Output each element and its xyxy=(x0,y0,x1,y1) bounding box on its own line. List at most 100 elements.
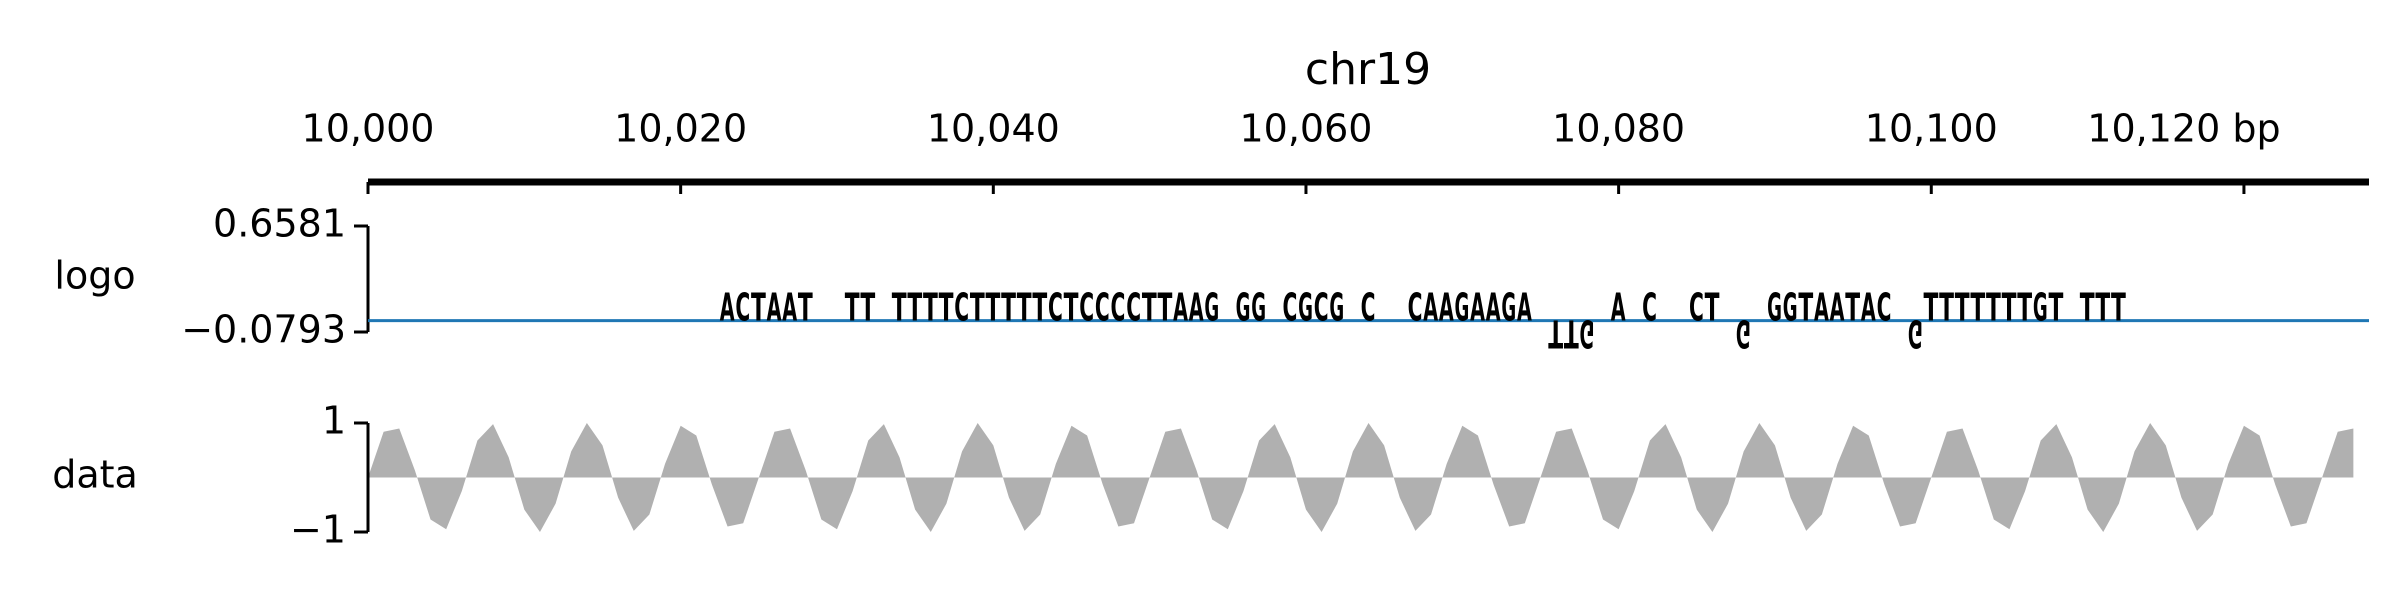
logo-letter: A xyxy=(1611,286,1626,330)
logo-letter-group: A xyxy=(1173,286,1188,330)
logo-letter-group: C xyxy=(1361,286,1376,330)
logo-letter-group: G xyxy=(1736,312,1751,356)
logo-letter: G xyxy=(1783,286,1798,330)
logo-letter: G xyxy=(1767,286,1782,330)
x-tick-label: 10,080 xyxy=(1552,107,1685,151)
logo-letter: T xyxy=(798,286,813,330)
logo-letter: A xyxy=(1814,286,1829,330)
logo-letter: T xyxy=(1157,286,1172,330)
logo-letter: T xyxy=(1939,286,1954,330)
logo-letter: T xyxy=(1548,312,1563,356)
logo-letter: C xyxy=(1111,286,1126,330)
logo-letter-group: G xyxy=(1251,286,1266,330)
logo-letter-group: T xyxy=(1705,286,1720,330)
x-tick-label: 10,020 xyxy=(614,107,747,151)
logo-letter-group: A xyxy=(1486,286,1501,330)
logo-letter: C xyxy=(1048,286,1063,330)
logo-letter-group: A xyxy=(1611,286,1626,330)
logo-letter-group: T xyxy=(1564,312,1579,356)
logo-letter-group: T xyxy=(1142,286,1157,330)
logo-letter-group: A xyxy=(720,286,735,330)
logo-letter: T xyxy=(751,286,766,330)
logo-letter: C xyxy=(1283,286,1298,330)
logo-letter: T xyxy=(2049,286,2064,330)
logo-letter-group: C xyxy=(1079,286,1094,330)
logo-letter-group: T xyxy=(2002,286,2017,330)
x-tick-label: 10,000 xyxy=(302,107,435,151)
logo-letter: A xyxy=(1423,286,1438,330)
logo-letter: G xyxy=(1580,312,1595,356)
logo-letter: C xyxy=(1079,286,1094,330)
logo-letter: C xyxy=(1126,286,1141,330)
logo-letter-group: G xyxy=(1454,286,1469,330)
logo-letter-group: T xyxy=(1923,286,1938,330)
logo-letter-group: A xyxy=(1470,286,1485,330)
logo-letter-group: A xyxy=(1830,286,1845,330)
logo-letter-group: T xyxy=(2111,286,2126,330)
logo-letter-group: T xyxy=(1939,286,1954,330)
logo-letter: A xyxy=(1486,286,1501,330)
logo-letter: T xyxy=(2111,286,2126,330)
logo-letter-group: T xyxy=(939,286,954,330)
data-area xyxy=(368,423,2354,532)
logo-letter-group: A xyxy=(1439,286,1454,330)
logo-letter: T xyxy=(1017,286,1032,330)
logo-letter-group: T xyxy=(1986,286,2001,330)
logo-letter: T xyxy=(1142,286,1157,330)
logo-letter-group: T xyxy=(1032,286,1047,330)
logo-letter: T xyxy=(1705,286,1720,330)
logo-letter: A xyxy=(1189,286,1204,330)
logo-letter: T xyxy=(2017,286,2032,330)
logo-letter-group: T xyxy=(1064,286,1079,330)
logo-letter: G xyxy=(1454,286,1469,330)
x-tick-label: 10,120 bp xyxy=(2087,107,2280,151)
logo-letter: C xyxy=(1408,286,1423,330)
logo-letter-group: C xyxy=(1283,286,1298,330)
logo-letter-group: T xyxy=(860,286,875,330)
logo-letter-group: C xyxy=(1877,286,1892,330)
logo-letter-group: T xyxy=(2049,286,2064,330)
logo-letter: A xyxy=(1517,286,1532,330)
logo-letter: T xyxy=(860,286,875,330)
logo-letter: T xyxy=(2002,286,2017,330)
x-tick-label: 10,100 xyxy=(1865,107,1998,151)
y-tick-label: 1 xyxy=(322,399,346,443)
logo-letter-group: C xyxy=(1689,286,1704,330)
logo-letter-group: G xyxy=(1298,286,1313,330)
logo-letter: G xyxy=(1298,286,1313,330)
logo-letter: T xyxy=(1986,286,2001,330)
logo-letter: A xyxy=(720,286,735,330)
logo-letter-group: T xyxy=(923,286,938,330)
track-label: logo xyxy=(54,254,135,298)
logo-letter-group: A xyxy=(767,286,782,330)
logo-letter-group: C xyxy=(1408,286,1423,330)
logo-letter: C xyxy=(1642,286,1657,330)
y-tick-label: 0.6581 xyxy=(213,202,346,246)
logo-letter: G xyxy=(2033,286,2048,330)
logo-letter-group: T xyxy=(1970,286,1985,330)
logo-letter-group: T xyxy=(1798,286,1813,330)
logo-letter-group: T xyxy=(985,286,1000,330)
logo-letter: A xyxy=(1861,286,1876,330)
logo-letter: G xyxy=(1501,286,1516,330)
logo-letter-group: C xyxy=(1642,286,1657,330)
track-label: data xyxy=(52,453,138,497)
logo-letter-group: G xyxy=(1329,286,1344,330)
logo-letter-group: T xyxy=(892,286,907,330)
logo-letter: T xyxy=(1955,286,1970,330)
logo-letter-group: C xyxy=(1095,286,1110,330)
logo-letter: T xyxy=(1798,286,1813,330)
logo-letter-group: T xyxy=(751,286,766,330)
logo-letter-group: T xyxy=(1017,286,1032,330)
logo-letter: T xyxy=(1923,286,1938,330)
logo-letter-group: A xyxy=(1517,286,1532,330)
logo-letter: C xyxy=(1095,286,1110,330)
logo-letter: T xyxy=(845,286,860,330)
logo-letter: A xyxy=(1830,286,1845,330)
logo-letter: A xyxy=(782,286,797,330)
logo-letter-group: G xyxy=(1236,286,1251,330)
logo-letter-group: G xyxy=(1908,312,1923,356)
logo-letter-group: T xyxy=(1001,286,1016,330)
logo-letter-group: C xyxy=(1126,286,1141,330)
